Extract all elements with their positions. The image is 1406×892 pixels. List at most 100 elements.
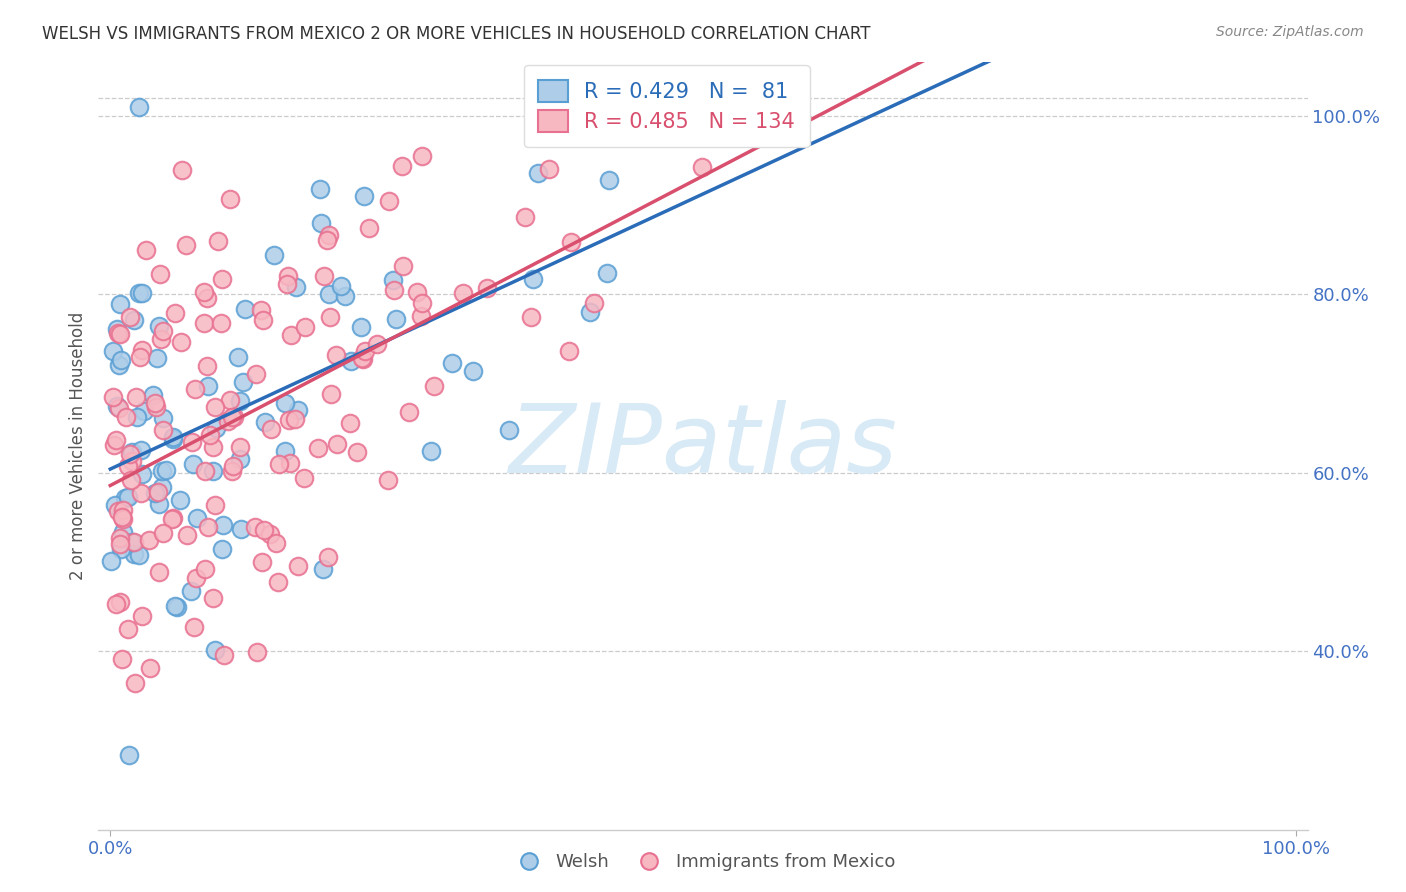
- Point: [138, 533, 160, 547]
- Point: [716, 100, 738, 114]
- Point: [162, 511, 184, 525]
- Point: [176, 528, 198, 542]
- Point: [204, 498, 226, 512]
- Point: [121, 445, 143, 459]
- Point: [165, 599, 187, 613]
- Point: [287, 558, 309, 573]
- Point: [284, 412, 307, 426]
- Point: [181, 434, 204, 449]
- Point: [221, 409, 243, 424]
- Point: [104, 597, 127, 611]
- Point: [152, 324, 174, 338]
- Point: [253, 415, 276, 429]
- Point: [353, 352, 375, 367]
- Point: [294, 319, 316, 334]
- Point: [214, 648, 236, 662]
- Point: [204, 400, 226, 414]
- Point: [207, 234, 229, 248]
- Point: [475, 281, 498, 295]
- Point: [346, 445, 368, 459]
- Point: [186, 511, 208, 525]
- Point: [149, 267, 172, 281]
- Point: [411, 149, 433, 163]
- Point: [118, 747, 141, 762]
- Point: [121, 534, 143, 549]
- Point: [120, 447, 142, 461]
- Point: [110, 532, 132, 546]
- Point: [498, 423, 520, 437]
- Point: [309, 216, 332, 230]
- Point: [110, 352, 132, 367]
- Point: [243, 520, 266, 534]
- Point: [274, 396, 297, 410]
- Point: [134, 404, 156, 418]
- Point: [181, 457, 204, 471]
- Point: [211, 272, 233, 286]
- Point: [267, 574, 290, 589]
- Point: [277, 268, 299, 283]
- Point: [129, 486, 152, 500]
- Point: [125, 390, 148, 404]
- Point: [124, 548, 146, 562]
- Point: [152, 423, 174, 437]
- Point: [276, 277, 298, 291]
- Point: [117, 490, 139, 504]
- Point: [461, 364, 484, 378]
- Point: [198, 428, 221, 442]
- Point: [108, 537, 131, 551]
- Point: [122, 535, 145, 549]
- Point: [107, 358, 129, 372]
- Point: [405, 285, 427, 299]
- Point: [690, 160, 713, 174]
- Point: [174, 238, 197, 252]
- Point: [245, 367, 267, 381]
- Point: [131, 442, 153, 457]
- Point: [128, 548, 150, 562]
- Point: [325, 348, 347, 362]
- Point: [146, 484, 169, 499]
- Point: [103, 437, 125, 451]
- Point: [125, 409, 148, 424]
- Point: [194, 562, 217, 576]
- Point: [578, 305, 600, 319]
- Point: [162, 511, 184, 525]
- Point: [353, 188, 375, 202]
- Point: [522, 272, 544, 286]
- Point: [312, 268, 335, 283]
- Point: [193, 317, 215, 331]
- Point: [145, 400, 167, 414]
- Point: [280, 328, 302, 343]
- Point: [382, 273, 405, 287]
- Point: [316, 233, 339, 247]
- Point: [193, 285, 215, 300]
- Point: [527, 166, 550, 180]
- Point: [100, 554, 122, 568]
- Point: [105, 399, 128, 413]
- Point: [218, 392, 240, 407]
- Point: [143, 396, 166, 410]
- Point: [211, 518, 233, 533]
- Point: [377, 474, 399, 488]
- Point: [131, 467, 153, 482]
- Y-axis label: 2 or more Vehicles in Household: 2 or more Vehicles in Household: [69, 312, 87, 580]
- Point: [311, 562, 333, 576]
- Point: [211, 542, 233, 557]
- Point: [440, 356, 463, 370]
- Point: [111, 509, 134, 524]
- Point: [538, 162, 561, 177]
- Point: [229, 522, 252, 536]
- Point: [391, 159, 413, 173]
- Point: [217, 414, 239, 428]
- Point: [166, 599, 188, 614]
- Point: [104, 434, 127, 448]
- Point: [148, 318, 170, 333]
- Point: [513, 210, 536, 224]
- Point: [105, 322, 128, 336]
- Point: [366, 336, 388, 351]
- Point: [131, 343, 153, 357]
- Point: [411, 309, 433, 323]
- Point: [131, 608, 153, 623]
- Point: [229, 440, 252, 454]
- Point: [180, 584, 202, 599]
- Point: [146, 351, 169, 365]
